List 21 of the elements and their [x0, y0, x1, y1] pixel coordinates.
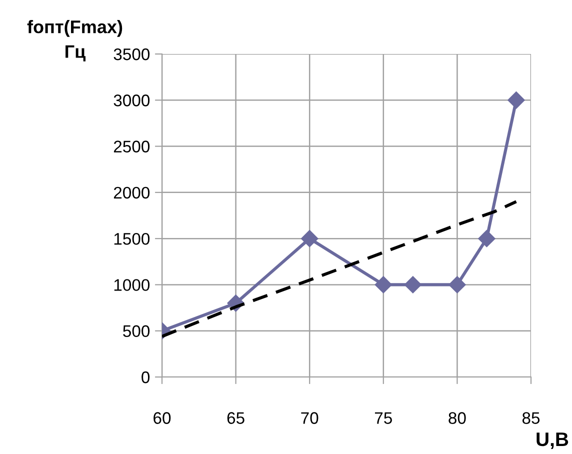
point: [374, 276, 392, 294]
x-tick-label: 75: [374, 412, 392, 424]
x-tick-label: 85: [522, 412, 540, 424]
x-tick-label: 65: [227, 412, 244, 424]
point: [404, 276, 422, 294]
x-axis-title: U,B: [536, 432, 568, 449]
point: [448, 276, 466, 294]
y-tick-label: 2000: [114, 186, 150, 199]
x-tick-label: 60: [154, 412, 171, 424]
y-tick-label: 1000: [114, 279, 150, 291]
y-tick-label: 3000: [114, 94, 150, 106]
y-tick-label: 2500: [114, 140, 150, 152]
y-tick-label: 0: [142, 371, 150, 384]
y-tick-label: 500: [123, 325, 150, 338]
x-tick-label: 70: [301, 412, 318, 424]
y-tick-label: 1500: [114, 232, 150, 245]
x-tick-label: 80: [448, 412, 466, 424]
point: [301, 230, 318, 248]
point: [508, 92, 525, 109]
y-tick-label: 3500: [114, 48, 150, 60]
point: [478, 230, 496, 248]
